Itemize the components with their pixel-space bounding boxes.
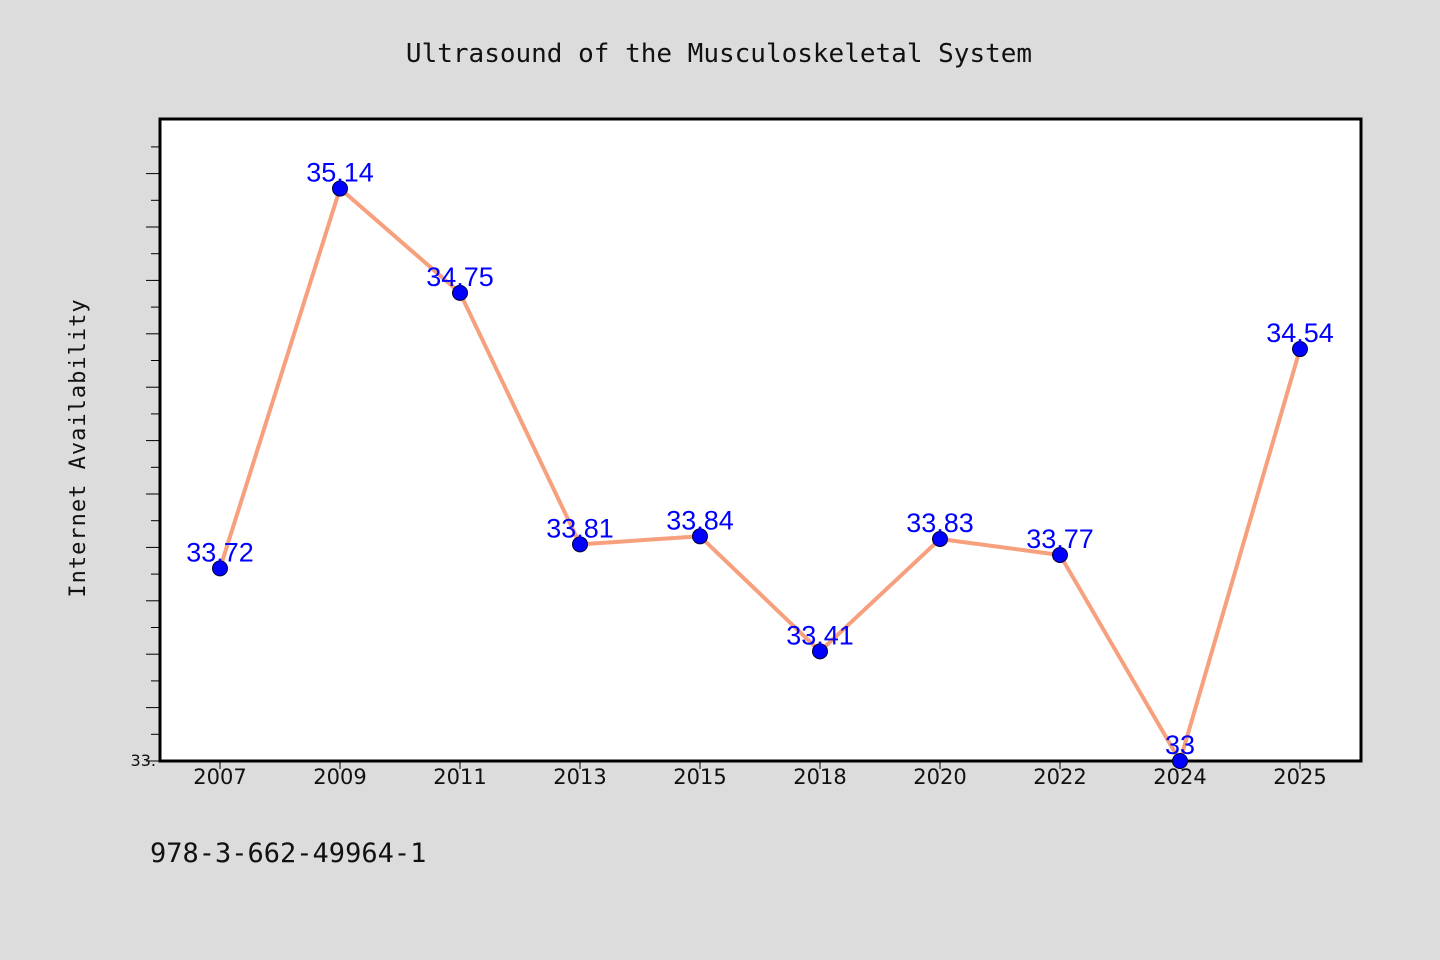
plot-area [158, 117, 1363, 763]
data-point [572, 536, 588, 553]
x-tick-label: 2007 [193, 765, 246, 789]
data-point [692, 528, 708, 545]
data-markers [212, 180, 1308, 769]
data-label: 34.54 [1266, 318, 1334, 348]
data-point [212, 560, 228, 577]
x-tick-label: 2011 [433, 765, 486, 789]
series-line [218, 186, 1302, 763]
data-label: 33.84 [666, 505, 734, 535]
y-axis-ticks: 33. [131, 146, 160, 770]
data-point [812, 643, 828, 660]
data-point [932, 530, 948, 547]
x-tick-label: 2018 [793, 765, 846, 789]
isbn-footer: 978-3-662-49964-1 [150, 838, 426, 869]
data-label: 33.81 [546, 513, 614, 543]
data-label: 33.77 [1026, 524, 1094, 554]
x-tick-label: 2025 [1273, 765, 1326, 789]
chart-title: Ultrasound of the Musculoskeletal System [406, 39, 1032, 69]
y-axis-label: Internet Availability [66, 298, 91, 597]
x-axis-ticks: 2007 2009 2011 2013 2015 2018 2020 2022 2024 2025 [193, 761, 1327, 789]
data-label: 33 [1165, 730, 1195, 760]
data-point [1292, 341, 1308, 358]
data-label: 35.14 [306, 158, 374, 188]
data-labels: 33.72 35.14 34.75 33.81 33.84 33.41 33.83 33.77… [186, 158, 1334, 760]
data-label: 33.83 [906, 508, 974, 538]
series-line-group [218, 186, 1302, 763]
x-tick-label: 2020 [913, 765, 966, 789]
data-point [332, 180, 348, 197]
data-label: 33.41 [786, 620, 854, 650]
x-tick-label: 2013 [553, 765, 606, 789]
data-point [1172, 753, 1188, 769]
data-label: 33.72 [186, 537, 254, 567]
y-tick-label: 33. [131, 751, 156, 770]
x-tick-label: 2015 [673, 765, 726, 789]
x-tick-label: 2009 [313, 765, 366, 789]
data-label: 34.75 [426, 262, 494, 292]
data-point [452, 284, 468, 301]
x-tick-label: 2022 [1033, 765, 1086, 789]
data-point [1052, 547, 1068, 564]
